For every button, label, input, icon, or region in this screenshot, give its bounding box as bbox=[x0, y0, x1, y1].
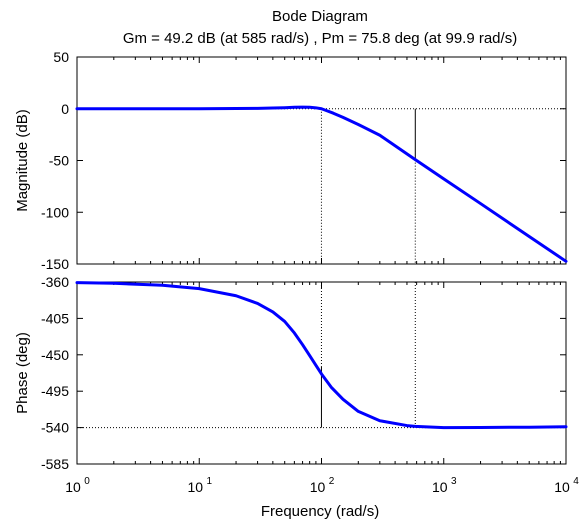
x-tick-label: 10 bbox=[554, 479, 570, 495]
x-tick-label: 10 bbox=[432, 479, 448, 495]
y-tick-label: -585 bbox=[41, 456, 69, 472]
y-tick-label: -50 bbox=[49, 153, 69, 169]
x-tick-exponent: 2 bbox=[329, 476, 335, 487]
y-tick-label: -100 bbox=[41, 204, 69, 220]
chart-subtitle: Gm = 49.2 dB (at 585 rad/s) , Pm = 75.8 … bbox=[123, 30, 517, 47]
x-tick-exponent: 4 bbox=[573, 476, 579, 487]
y-tick-label: 50 bbox=[53, 49, 69, 65]
y-tick-label: -495 bbox=[41, 383, 69, 399]
x-tick-label: 10 bbox=[65, 479, 81, 495]
phase-series-line bbox=[75, 281, 568, 430]
y-tick-label: -150 bbox=[41, 256, 69, 272]
y-tick-label: 0 bbox=[61, 101, 69, 117]
y-tick-label: -405 bbox=[41, 310, 69, 326]
x-tick-exponent: 1 bbox=[206, 476, 212, 487]
y-axis-label: Magnitude (dB) bbox=[14, 109, 31, 212]
magnitude-series-line bbox=[75, 105, 568, 263]
x-tick-label: 10 bbox=[310, 479, 326, 495]
x-tick-exponent: 3 bbox=[451, 476, 457, 487]
chart-title: Bode Diagram bbox=[272, 8, 368, 25]
y-axis-label: Phase (deg) bbox=[14, 332, 31, 414]
x-tick-exponent: 0 bbox=[84, 476, 90, 487]
y-tick-label: -360 bbox=[41, 274, 69, 290]
magnitude-panel: 50 0 -50 -100 -150 Magnitude (dB) bbox=[14, 49, 568, 272]
y-tick-label: -450 bbox=[41, 347, 69, 363]
x-axis-label: Frequency (rad/s) bbox=[261, 503, 379, 520]
y-tick-label: -540 bbox=[41, 420, 69, 436]
x-tick-label: 10 bbox=[187, 479, 203, 495]
